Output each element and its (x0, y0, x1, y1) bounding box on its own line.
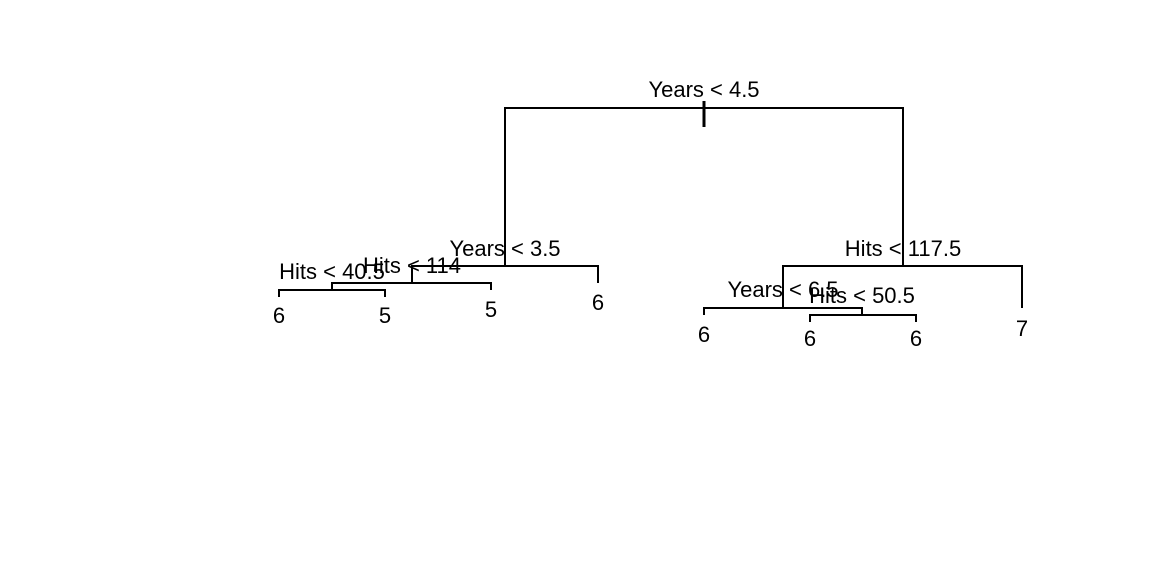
leaf-2: 5 (379, 303, 391, 328)
left-left-left-branch (278, 289, 386, 297)
right-left-right-branch (809, 314, 917, 322)
leaf-4: 6 (592, 290, 604, 315)
right-left-split-label: Years < 6.5 (727, 277, 838, 302)
leaves: 6 5 5 6 6 6 6 7 (273, 290, 1028, 351)
root-split: Years < 4.5 (504, 77, 904, 266)
leaf-1: 6 (273, 303, 285, 328)
left-split-label: Years < 3.5 (449, 236, 560, 261)
left-left-split-label: Hits < 114 (363, 253, 461, 278)
right-branch (782, 265, 1023, 308)
left-left-split: Hits < 114 (331, 253, 492, 290)
right-left-split: Years < 6.5 (703, 277, 863, 315)
leaf-8: 7 (1016, 316, 1028, 341)
leaf-5: 6 (698, 322, 710, 347)
right-split: Hits < 117.5 (782, 236, 1023, 308)
right-left-right-split: Hits < 50.5 (809, 283, 917, 322)
left-split: Years < 3.5 (411, 236, 599, 283)
root-branch (504, 107, 904, 266)
left-left-branch (331, 282, 492, 290)
leaf-3: 5 (485, 297, 497, 322)
right-split-label: Hits < 117.5 (845, 236, 961, 261)
leaf-6: 6 (804, 326, 816, 351)
right-left-right-split-label: Hits < 50.5 (809, 283, 915, 308)
left-left-left-split: Hits < 40.5 (278, 259, 386, 297)
root-split-label: Years < 4.5 (648, 77, 759, 102)
right-left-branch (703, 307, 863, 315)
left-branch (411, 265, 599, 283)
left-left-left-split-label: Hits < 40.5 (279, 259, 385, 284)
leaf-7: 6 (910, 326, 922, 351)
